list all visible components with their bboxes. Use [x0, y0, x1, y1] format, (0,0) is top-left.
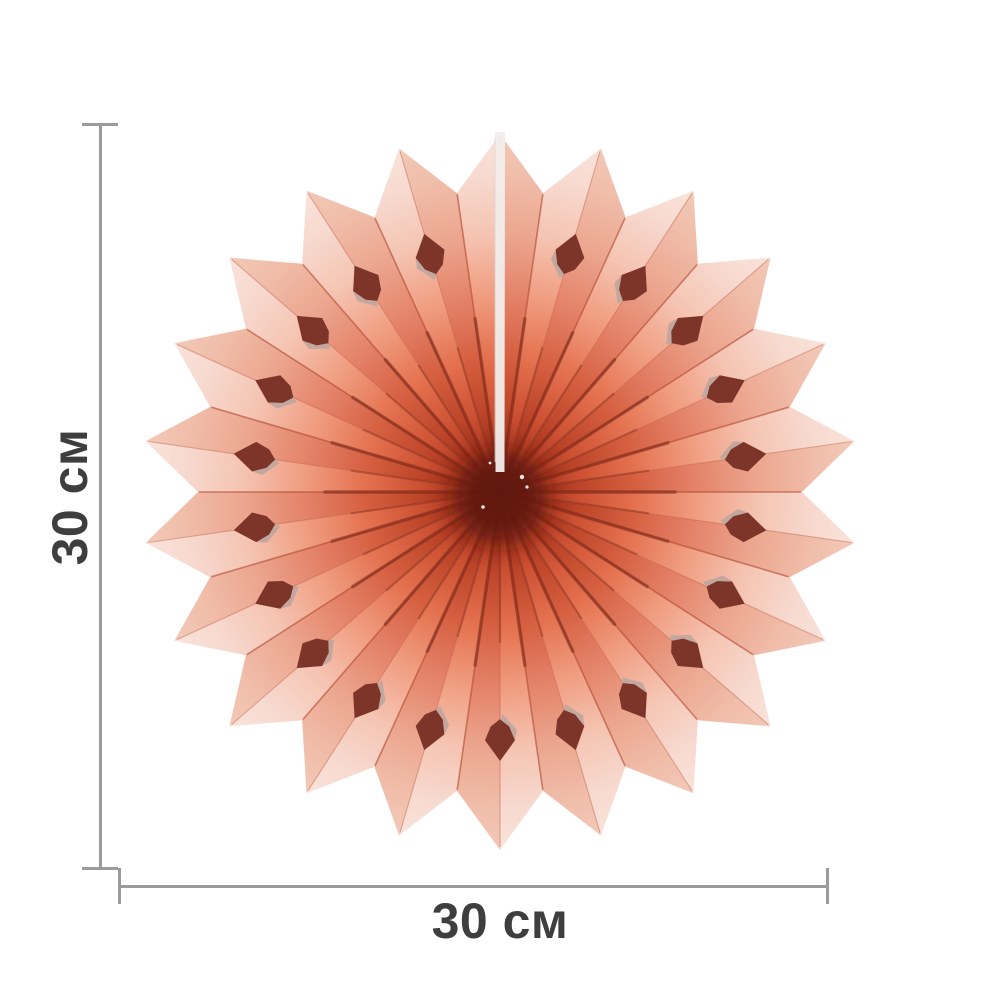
height-dimension-label: 30 см	[42, 428, 98, 566]
width-dimension-line	[119, 884, 827, 888]
height-dimension-cap-top	[82, 122, 118, 126]
height-dimension-cap-bottom	[82, 866, 118, 870]
width-dimension-cap-right	[825, 868, 829, 904]
width-dimension-cap-left	[117, 868, 121, 904]
height-dimension-line	[98, 124, 102, 868]
width-dimension-label: 30 см	[431, 893, 569, 949]
